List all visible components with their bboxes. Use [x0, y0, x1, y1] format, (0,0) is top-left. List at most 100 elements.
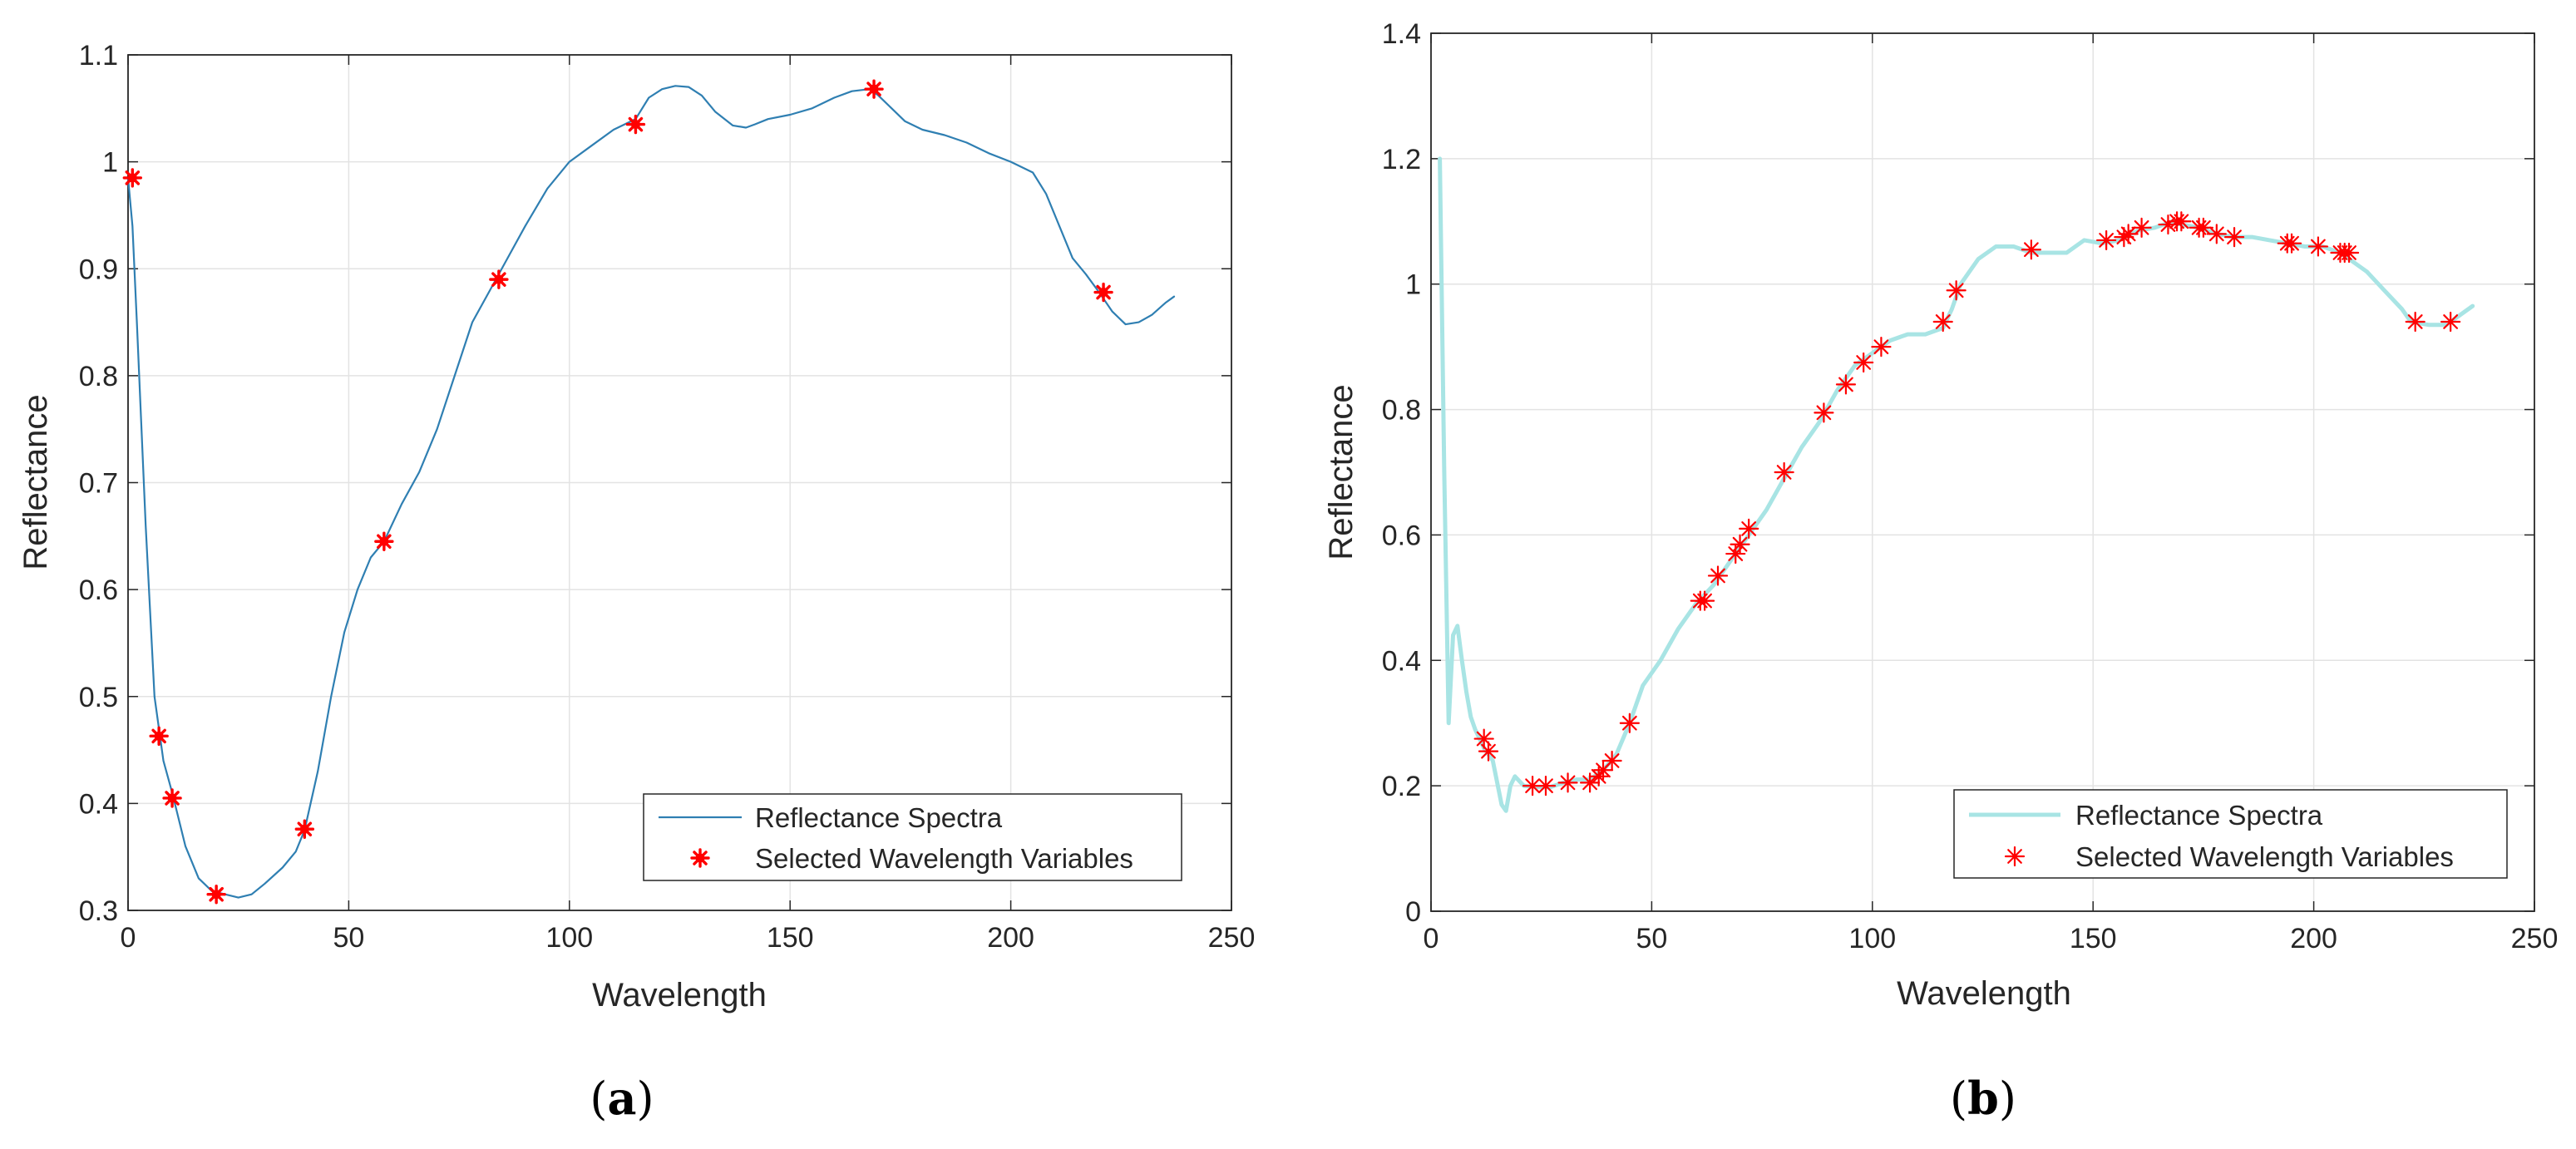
- selected-marker-b: [1535, 776, 1557, 796]
- caption-a: (a): [590, 1072, 654, 1125]
- selected-marker-b: [1774, 461, 1794, 483]
- legend-item-selected-a: Selected Wavelength Variables: [755, 843, 1133, 874]
- selected-marker-a: [149, 726, 169, 747]
- selected-marker-b: [1579, 772, 1601, 793]
- axes-box-b: [1430, 32, 2535, 912]
- selected-marker-b: [1619, 713, 1640, 733]
- selected-marker-b: [1853, 352, 1874, 373]
- legend-asterisk-a: [690, 848, 710, 868]
- y-ticks-a: 0.3 0.4 0.5 0.6 0.7 0.8 0.9 1 1.1: [79, 40, 1231, 927]
- x-axis-label-a: Wavelength: [592, 977, 767, 1013]
- selected-marker-a: [489, 269, 509, 289]
- selected-marker-a: [374, 531, 394, 551]
- panel-b: 0 50 100 150 200 250 0 0.2 0.4 0.6 0.8 1 1.2 1.4 Wav…: [1323, 18, 2558, 1125]
- y-tick-label-a: 1: [102, 147, 118, 179]
- legend-box-a: [643, 793, 1182, 881]
- selected-marker-b: [2405, 311, 2425, 333]
- selected-marker-b: [2021, 239, 2041, 260]
- x-tick-label-a: 150: [767, 922, 814, 954]
- selected-marker-a: [122, 168, 143, 188]
- y-tick-label-b: 0: [1405, 896, 1421, 928]
- selected-marker-b: [2281, 233, 2302, 254]
- legend-a: Reflectance Spectra Selected Wavelength …: [643, 793, 1182, 881]
- selected-marker-b: [2096, 229, 2117, 251]
- selected-marker-b: [1694, 590, 1715, 611]
- y-tick-label-a: 0.6: [79, 574, 118, 606]
- selected-marker-b: [2307, 236, 2329, 257]
- y-tick-label-a: 0.8: [79, 361, 118, 392]
- legend-item-spectra-a: Reflectance Spectra: [755, 802, 1003, 833]
- selected-marker-a: [864, 79, 884, 99]
- y-tick-label-b: 1.4: [1382, 18, 1421, 50]
- y-tick-label-b: 0.2: [1382, 771, 1421, 802]
- legend-item-selected-b: Selected Wavelength Variables: [2075, 841, 2454, 872]
- selected-marker-b: [1814, 402, 1834, 423]
- selected-marker-b: [1730, 534, 1750, 555]
- selected-marker-b: [2338, 242, 2360, 264]
- caption-b: (b): [1950, 1072, 2016, 1125]
- y-tick-label-b: 0.6: [1382, 520, 1421, 551]
- y-tick-label-a: 1.1: [79, 40, 118, 72]
- caption-open-a: (: [590, 1073, 607, 1125]
- y-axis-label-a: Reflectance: [17, 394, 54, 570]
- selected-marker-b: [2440, 311, 2461, 333]
- legend-b: Reflectance Spectra Selected Wavelength …: [1953, 789, 2508, 879]
- y-tick-label-b: 1.2: [1382, 144, 1421, 175]
- selected-marker-b: [1739, 518, 1759, 539]
- selected-marker-a: [625, 114, 646, 135]
- caption-close-a: ): [637, 1073, 654, 1125]
- grid-b: [1431, 33, 2534, 911]
- caption-letter-a: a: [608, 1072, 637, 1125]
- x-tick-label-b: 50: [1636, 923, 1667, 954]
- selected-marker-b: [1478, 741, 1499, 762]
- caption-letter-b: b: [1967, 1072, 1999, 1125]
- x-tick-label-a: 100: [545, 922, 593, 954]
- x-tick-label-a: 200: [987, 922, 1034, 954]
- y-axis-label-b: Reflectance: [1323, 384, 1360, 560]
- x-tick-label-b: 0: [1424, 923, 1439, 954]
- x-tick-label-b: 200: [2290, 923, 2337, 954]
- x-tick-label-a: 250: [1208, 922, 1256, 954]
- markers-b: [1473, 211, 2461, 796]
- selected-marker-a: [206, 885, 226, 905]
- selected-marker-b: [1473, 728, 1494, 749]
- selected-marker-b: [2131, 217, 2152, 238]
- selected-marker-b: [1946, 280, 1967, 301]
- selected-marker-a: [294, 819, 315, 839]
- y-ticks-b: 0 0.2 0.4 0.6 0.8 1 1.2 1.4: [1382, 18, 2534, 928]
- y-tick-label-b: 0.8: [1382, 395, 1421, 427]
- spectra-line-b: [1438, 156, 2475, 813]
- x-tick-label-b: 250: [2511, 923, 2559, 954]
- x-ticks-a: 0 50 100 150 200 250: [121, 55, 1256, 954]
- caption-close-b: ): [1999, 1073, 2016, 1125]
- axes-b: [1430, 32, 2535, 912]
- selected-marker-b: [1601, 750, 1622, 772]
- y-tick-label-a: 0.5: [79, 682, 118, 713]
- x-tick-label-b: 100: [1848, 923, 1896, 954]
- x-tick-label-a: 0: [121, 922, 136, 954]
- caption-open-b: (: [1950, 1073, 1967, 1125]
- selected-marker-b: [2223, 227, 2245, 248]
- y-tick-label-b: 1: [1405, 269, 1421, 301]
- spectra-lines-b: [1438, 156, 2475, 813]
- selected-marker-b: [1871, 337, 1892, 358]
- selected-marker-b: [2171, 211, 2192, 232]
- selected-marker-b: [2118, 224, 2139, 244]
- selected-marker-a: [1093, 282, 1113, 303]
- y-tick-label-a: 0.4: [79, 788, 118, 820]
- selected-marker-b: [2206, 224, 2227, 244]
- selected-marker-b: [1835, 374, 1857, 395]
- legend-item-spectra-b: Reflectance Spectra: [2075, 800, 2323, 831]
- selected-marker-a: [162, 788, 182, 808]
- markers-a: [122, 79, 1113, 905]
- selected-marker-b: [1557, 772, 1578, 793]
- selected-marker-b: [1707, 565, 1729, 586]
- y-tick-label-a: 0.3: [79, 895, 118, 927]
- x-ticks-b: 0 50 100 150 200 250: [1424, 33, 2559, 954]
- legend-marker-swatch-a: [690, 848, 710, 868]
- x-tick-label-b: 150: [2070, 923, 2117, 954]
- y-tick-label-a: 0.7: [79, 468, 118, 500]
- legend-asterisk-b: [2004, 846, 2026, 867]
- grid-a: [128, 55, 1231, 910]
